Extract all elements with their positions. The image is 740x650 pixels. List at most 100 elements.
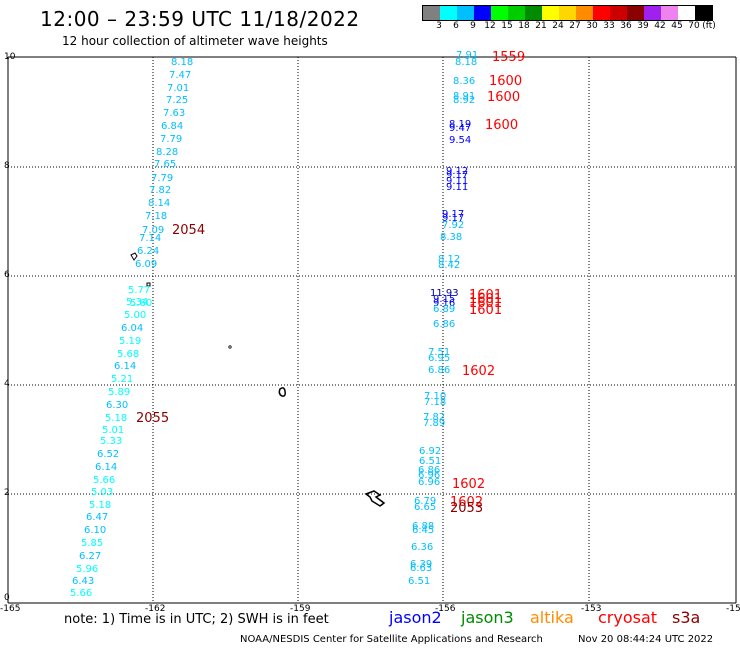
color-swatch bbox=[440, 6, 457, 20]
swh-value: 5.89 bbox=[108, 387, 131, 398]
swh-value: 6.95 bbox=[428, 353, 451, 364]
swh-value: 11.93 bbox=[430, 288, 459, 299]
swh-value: 6.14 bbox=[95, 462, 118, 473]
swh-value: 5.03 bbox=[91, 487, 114, 498]
swh-value: 7.09 bbox=[142, 225, 165, 236]
swh-value: 6.89 bbox=[433, 304, 456, 315]
color-swatch bbox=[593, 6, 610, 20]
pass-time-label: 1600 bbox=[487, 90, 521, 105]
swh-value: 8.36 bbox=[453, 76, 476, 87]
swh-value: 6.30 bbox=[106, 400, 129, 411]
y-tick-label: 2 bbox=[4, 488, 10, 498]
pass-time-label: 1601 bbox=[469, 303, 503, 318]
swh-value: 8.18 bbox=[171, 57, 194, 68]
swh-value: 6.45 bbox=[412, 525, 435, 536]
color-scale-label: 70 bbox=[688, 21, 700, 31]
swh-value: 6.10 bbox=[84, 525, 107, 536]
swh-value: 8.38 bbox=[440, 232, 463, 243]
y-tick-label: 6 bbox=[4, 270, 10, 280]
color-scale-label: 6 bbox=[453, 21, 459, 31]
swh-value: 6.47 bbox=[86, 512, 109, 523]
swh-value: 7.79 bbox=[151, 173, 174, 184]
swh-value: 8.12 bbox=[438, 254, 461, 265]
swh-value: 6.96 bbox=[418, 470, 441, 481]
swh-value: 5.21 bbox=[111, 374, 134, 385]
swh-value: 6.14 bbox=[114, 361, 137, 372]
swh-value: 9.12 bbox=[446, 166, 469, 177]
legend-cryosat: cryosat bbox=[598, 608, 658, 627]
swh-value: 7.25 bbox=[166, 95, 189, 106]
map-title: 12:00 – 23:59 UTC 11/18/2022 bbox=[40, 7, 360, 31]
footnote: note: 1) Time is in UTC; 2) SWH is in fe… bbox=[64, 612, 329, 627]
x-tick-label: -150 bbox=[726, 604, 740, 614]
swh-value: 6.65 bbox=[414, 502, 437, 513]
swh-value: 9.54 bbox=[449, 135, 472, 146]
swh-value: 9.15 bbox=[433, 294, 456, 305]
color-scale-label: 21 bbox=[535, 21, 547, 31]
swh-value: 7.14 bbox=[139, 233, 162, 244]
swh-value: 6.84 bbox=[161, 121, 184, 132]
swh-value: 9.16 bbox=[433, 298, 456, 309]
swh-value: 7.18 bbox=[424, 397, 447, 408]
map-subtitle: 12 hour collection of altimeter wave hei… bbox=[62, 34, 328, 48]
color-scale-label: 39 bbox=[637, 21, 649, 31]
generated-timestamp: Nov 20 08:44:24 UTC 2022 bbox=[578, 634, 714, 645]
x-tick-label: -162 bbox=[145, 604, 166, 614]
swh-value: 8.18 bbox=[455, 57, 478, 68]
swh-value: 8.19 bbox=[449, 119, 472, 130]
pass-time-label: 1601 bbox=[469, 296, 503, 311]
swh-value: 6.51 bbox=[408, 576, 431, 587]
color-scale-label: 12 bbox=[484, 21, 496, 31]
x-tick-label: -159 bbox=[290, 604, 311, 614]
swh-value: 6.86 bbox=[433, 319, 456, 330]
swh-value: 6.39 bbox=[410, 559, 433, 570]
swh-value: 6.09 bbox=[135, 259, 158, 270]
color-scale-label: 18 bbox=[518, 21, 530, 31]
pass-time-label: 1601 bbox=[469, 292, 503, 307]
swh-value: 7.47 bbox=[169, 70, 192, 81]
swh-value: 9.11 bbox=[446, 182, 469, 193]
color-scale-bar bbox=[422, 5, 713, 21]
swh-value: 8.28 bbox=[156, 147, 179, 158]
color-swatch bbox=[508, 6, 525, 20]
color-scale-label: 27 bbox=[569, 21, 581, 31]
swh-value: 7.51 bbox=[428, 347, 451, 358]
swh-value: 6.24 bbox=[137, 246, 160, 257]
swh-value: 5.66 bbox=[93, 475, 116, 486]
swh-value: 7.82 bbox=[423, 412, 446, 423]
swh-value: 5.33 bbox=[100, 436, 123, 447]
swh-value: 5.00 bbox=[124, 310, 147, 321]
swh-value: 6.92 bbox=[419, 446, 442, 457]
color-swatch bbox=[695, 6, 712, 20]
swh-value: 6.96 bbox=[418, 477, 441, 488]
pass-time-label: 2054 bbox=[172, 223, 206, 238]
swh-value: 8.42 bbox=[438, 260, 461, 271]
y-tick-label: 4 bbox=[4, 379, 10, 389]
color-scale-label: 36 bbox=[620, 21, 632, 31]
swh-value: 6.27 bbox=[79, 551, 102, 562]
swh-value: 7.18 bbox=[145, 211, 168, 222]
swh-value: 9.47 bbox=[449, 123, 472, 134]
pass-time-label: 1601 bbox=[469, 288, 503, 303]
color-scale-unit: (ft) bbox=[702, 21, 716, 31]
color-swatch bbox=[576, 6, 593, 20]
lat-lon-gridlines bbox=[7, 56, 737, 604]
pass-time-label: 1602 bbox=[452, 477, 486, 492]
color-swatch bbox=[644, 6, 661, 20]
legend-jason2: jason2 bbox=[389, 608, 442, 627]
island-outlines bbox=[130, 252, 386, 507]
swh-value: 7.65 bbox=[154, 159, 177, 170]
color-scale-label: 9 bbox=[470, 21, 476, 31]
pass-time-label: 1602 bbox=[462, 364, 496, 379]
swh-value: 6.51 bbox=[419, 456, 442, 467]
color-swatch bbox=[559, 6, 576, 20]
y-tick-label: 0 bbox=[4, 593, 10, 603]
x-tick-label: -153 bbox=[581, 604, 602, 614]
island-outline bbox=[228, 345, 232, 349]
swh-value: 5.18 bbox=[105, 413, 128, 424]
pass-time-label: 1602 bbox=[450, 495, 484, 510]
swh-value: 5.18 bbox=[89, 500, 112, 511]
swh-value: 7.79 bbox=[160, 134, 183, 145]
color-swatch bbox=[457, 6, 474, 20]
